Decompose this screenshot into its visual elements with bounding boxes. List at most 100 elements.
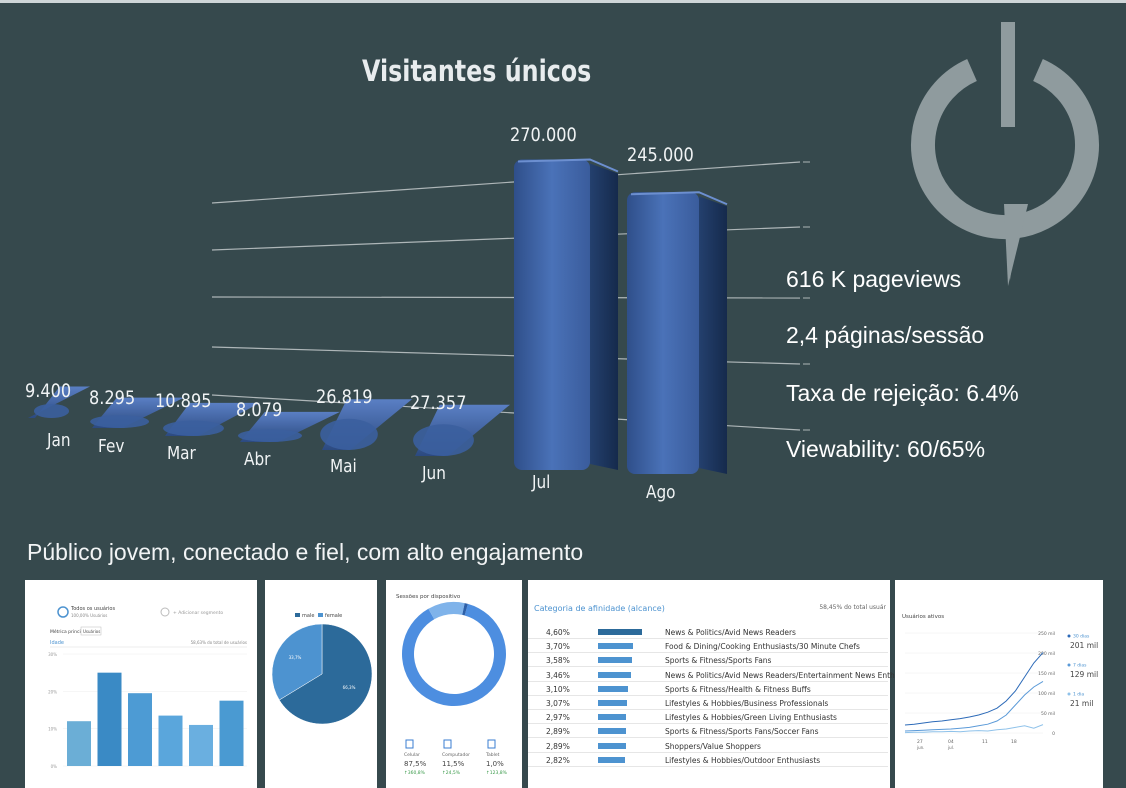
gender-panel: male female 66,3% 33,7% [265, 580, 377, 788]
stat-bounce-rate: Taxa de rejeição: 6.4% [786, 380, 1019, 406]
affinity-row: 3,07% Lifestyles & Hobbies/Business Profe… [528, 697, 888, 710]
bar-top-edge [630, 191, 728, 206]
affinity-row: 2,82% Lifestyles & Hobbies/Outdoor Enthus… [528, 754, 888, 767]
visitors-3d-bar-chart: Jan 9.400 Fev 8.295 Mar 10.895 Abr 8.079 Mai 26.8… [25, 125, 810, 503]
bar-top-edge [517, 158, 619, 173]
affinity-bar [598, 629, 642, 635]
age-bar [128, 693, 152, 766]
donut-slice-celular [402, 603, 506, 706]
add-segment-link[interactable]: + Adicionar segmento [173, 610, 223, 616]
bar-cap [413, 424, 474, 456]
series-sublabel: 100,00% Usuários [71, 613, 107, 618]
legend-male: male [302, 613, 314, 619]
affinity-total: 58,45% do total usuár [819, 604, 886, 611]
data-label: 26.819 [316, 387, 372, 409]
affinity-category: Lifestyles & Hobbies/Business Profession… [665, 699, 829, 708]
age-title: Idade [50, 640, 64, 646]
au-legend-value: 129 mil [1070, 670, 1098, 679]
affinity-category: Shoppers/Value Shoppers [665, 741, 761, 751]
affinity-category: Sports & Fitness/Health & Fitness Buffs [665, 684, 811, 694]
bar-cap [163, 420, 224, 436]
affinity-pct: 2,97% [546, 713, 570, 723]
device-change: ↑360,8% [404, 770, 426, 776]
affinity-category: Food & Dining/Cooking Enthusiasts/30 Min… [665, 642, 860, 652]
affinity-category: News & Politics/Avid News Readers/Entert… [665, 670, 921, 680]
au-legend-value: 21 mil [1070, 699, 1093, 708]
affinity-pct: 2,89% [546, 727, 570, 737]
affinity-row: 3,58% Sports & Fitness/Sports Fans [528, 654, 888, 668]
device-change: ↑123,8% [486, 770, 508, 776]
x-tick-label: Abr [244, 448, 271, 470]
x-tick-label: Fev [98, 435, 125, 457]
active-users-title: Usuários ativos [902, 613, 944, 620]
pie-label: 66,3% [343, 685, 356, 690]
au-xtick-sub: jul. [947, 745, 954, 750]
au-series-line [904, 724, 1044, 734]
au-xtick-sub: jun. [916, 745, 924, 750]
affinity-category: News & Politics/Avid News Readers [665, 628, 796, 637]
affinity-pct: 2,82% [546, 755, 570, 765]
pie-label: 33,7% [289, 655, 302, 660]
au-legend-value: 201 mil [1070, 641, 1098, 650]
au-series-line [904, 652, 1044, 726]
device-pct: 87,5% [404, 760, 427, 768]
au-xtick: 27 [917, 739, 923, 745]
donut-slice-computador [428, 602, 465, 620]
affinity-row: 4,60% News & Politics/Avid News Readers [528, 626, 888, 639]
affinity-bar [598, 742, 626, 749]
x-tick-label: Jul [531, 471, 550, 493]
metric-label: Métrica principal [50, 628, 88, 635]
affinity-category: Sports & Fitness/Sports Fans/Soccer Fans [665, 727, 819, 737]
metric-select-value: Usuários [83, 629, 100, 634]
device-name: Tablet [485, 752, 500, 758]
age-chart: Todos os usuários 100,00% Usuários + Adi… [48, 605, 247, 769]
metric-select[interactable] [80, 626, 102, 636]
data-label: 27.357 [410, 393, 466, 415]
affinity-bar [598, 671, 632, 678]
affinity-category: Lifestyles & Hobbies/Green Living Enthus… [665, 713, 837, 723]
device-icon [405, 739, 414, 749]
age-ytick: 30% [48, 652, 57, 657]
affinity-bar [598, 700, 628, 706]
affinity-pct: 2,89% [546, 741, 570, 751]
device-donut-chart: Sessões por dispositivo Celular 87,5% ↑360… [396, 594, 508, 776]
top-border [0, 0, 1126, 3]
affinity-pct: 3,70% [546, 642, 570, 652]
active-users-panel: Usuários ativos 250 mil 200 mil 150 mil 100… [895, 580, 1103, 788]
data-label: 8.295 [89, 388, 135, 410]
device-pct: 1,0% [486, 760, 504, 768]
affinity-bar [598, 643, 634, 650]
data-label: 9.400 [25, 381, 71, 403]
affinity-pct: 4,60% [546, 628, 570, 637]
age-total: 58,63% do total de usuários [191, 640, 247, 645]
affinity-panel: Categoria de afinidade (alcance) 58,45% … [528, 580, 921, 788]
age-panel: Todos os usuários 100,00% Usuários + Adi… [25, 580, 257, 788]
data-label: 10.895 [155, 391, 211, 413]
donut-slice-tablet [462, 603, 468, 616]
affinity-row: 3,70% Food & Dining/Cooking Enthusiasts/3… [528, 640, 888, 654]
affinity-row: 3,46% News & Politics/Avid News Readers/E… [528, 669, 921, 682]
x-tick-label: Ago [646, 481, 676, 503]
bar-side [590, 163, 618, 470]
affinity-category: Lifestyles & Hobbies/Outdoor Enthusiasts [665, 755, 821, 765]
au-ytick: 200 mil [1038, 651, 1055, 657]
affinity-bar [598, 714, 627, 721]
device-change: ↑24,5% [442, 770, 461, 776]
affinity-bar [598, 657, 633, 664]
chart-title: Visitantes únicos [362, 54, 592, 88]
affinity-row: 3,10% Sports & Fitness/Health & Fitness B… [528, 683, 888, 696]
au-legend-dot [1067, 663, 1071, 667]
stat-viewability: Viewability: 60/65% [786, 436, 986, 462]
affinity-category: Sports & Fitness/Sports Fans [665, 656, 772, 666]
age-ytick: 0% [51, 764, 58, 769]
pie-slice-female [271, 623, 323, 701]
au-ytick: 0 [1052, 731, 1055, 737]
affinity-bar [598, 685, 628, 692]
data-label: 245.000 [627, 145, 694, 167]
bar-cap [90, 415, 150, 429]
bar-ago [627, 192, 699, 474]
device-icon [443, 739, 452, 749]
age-bar [189, 724, 213, 766]
bar-cap [320, 418, 378, 450]
affinity-pct: 3,58% [546, 656, 570, 666]
